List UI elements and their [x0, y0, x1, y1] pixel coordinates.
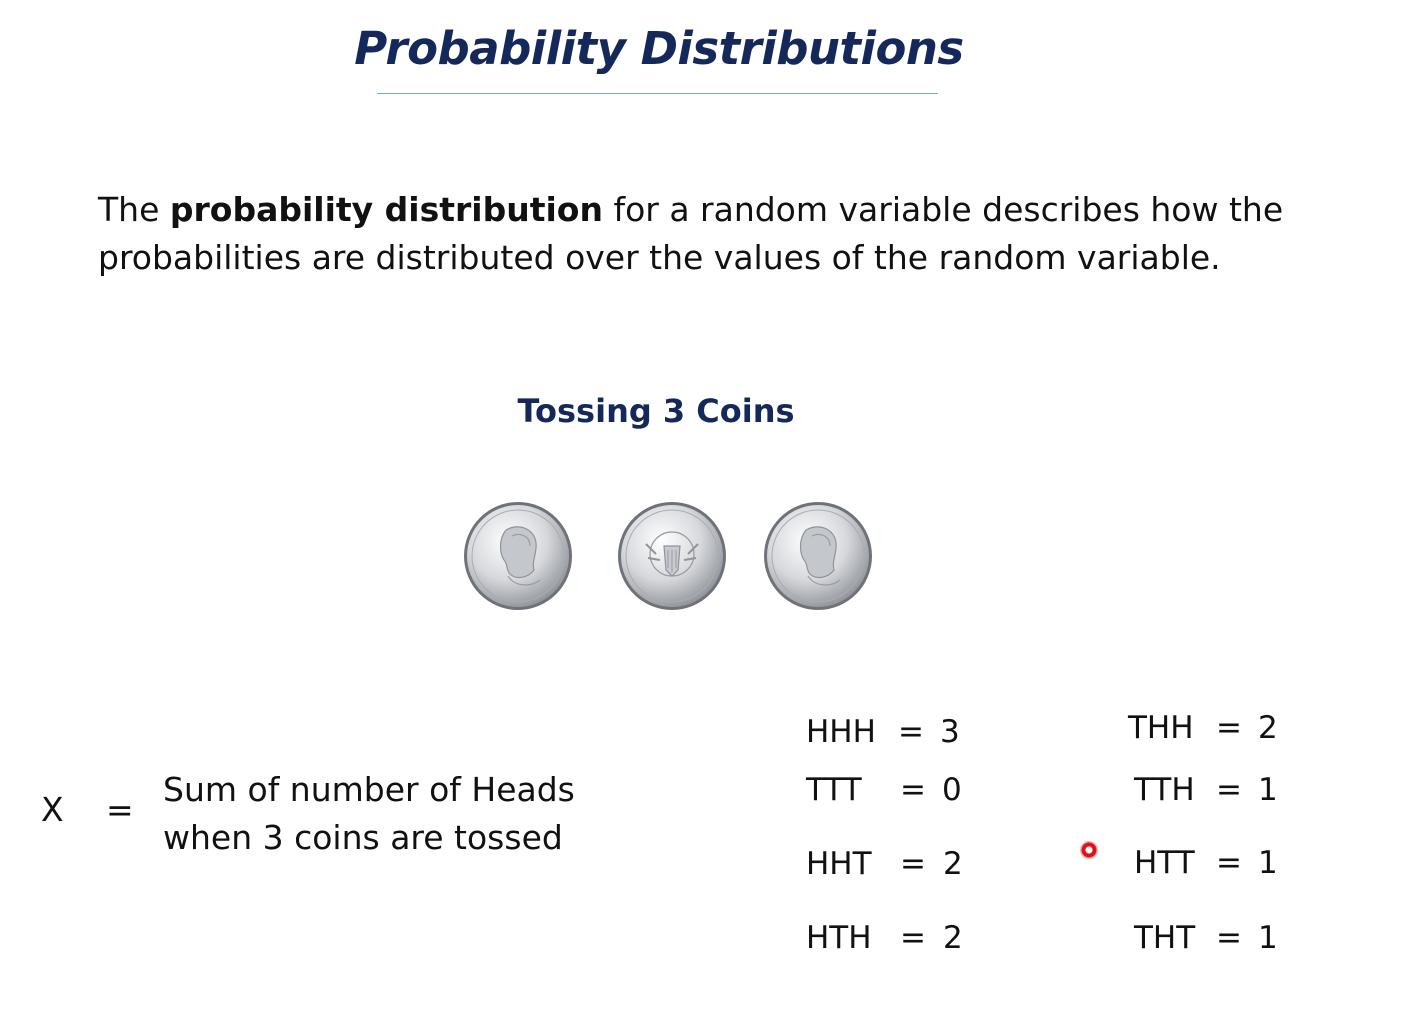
outcome-sequence: THH	[1128, 710, 1194, 746]
outcome-sequence: HTH	[806, 920, 872, 956]
outcome-value: 2	[943, 846, 963, 882]
outcome-equals: =	[1216, 772, 1242, 808]
coin-heads-image	[764, 502, 872, 610]
outcome-sequence: HHH	[806, 714, 876, 750]
outcome-value: 1	[1258, 920, 1278, 956]
variable-equals: =	[106, 790, 134, 829]
outcome-sequence: HTT	[1134, 845, 1195, 881]
definition-term: probability distribution	[169, 190, 603, 229]
coin-group	[462, 500, 882, 612]
outcome-equals: =	[1216, 710, 1242, 746]
outcome-sequence: TTT	[806, 772, 862, 808]
outcome-value: 2	[1258, 710, 1278, 746]
outcome-value: 2	[943, 920, 963, 956]
definition-lead: The	[98, 190, 170, 229]
section-subtitle: Tossing 3 Coins	[517, 392, 795, 430]
outcome-equals: =	[898, 714, 924, 750]
coin-tails-image	[618, 502, 726, 610]
outcome-value: 3	[940, 714, 960, 750]
outcome-value: 1	[1258, 772, 1278, 808]
outcome-equals: =	[900, 920, 926, 956]
outcome-sequence: TTH	[1134, 772, 1195, 808]
laser-pointer-icon	[1080, 841, 1098, 859]
title-underline	[377, 93, 938, 94]
outcome-sequence: HHT	[806, 846, 872, 882]
outcome-equals: =	[900, 846, 926, 882]
outcome-sequence: THT	[1134, 920, 1196, 956]
outcome-equals: =	[900, 772, 926, 808]
variable-symbol: X	[41, 790, 64, 829]
outcome-equals: =	[1216, 920, 1242, 956]
variable-description: Sum of number of Heads when 3 coins are …	[163, 766, 575, 862]
outcome-equals: =	[1216, 845, 1242, 881]
slide-title: Probability Distributions	[354, 22, 964, 75]
outcome-value: 0	[942, 772, 962, 808]
variable-description-line2: when 3 coins are tossed	[163, 818, 563, 857]
coin-heads-image	[464, 502, 572, 610]
variable-description-line1: Sum of number of Heads	[163, 770, 575, 809]
definition-rest: for a random variable describes how the …	[98, 190, 1284, 277]
outcome-value: 1	[1258, 845, 1278, 881]
definition-text: The probability distribution for a rando…	[98, 186, 1298, 282]
